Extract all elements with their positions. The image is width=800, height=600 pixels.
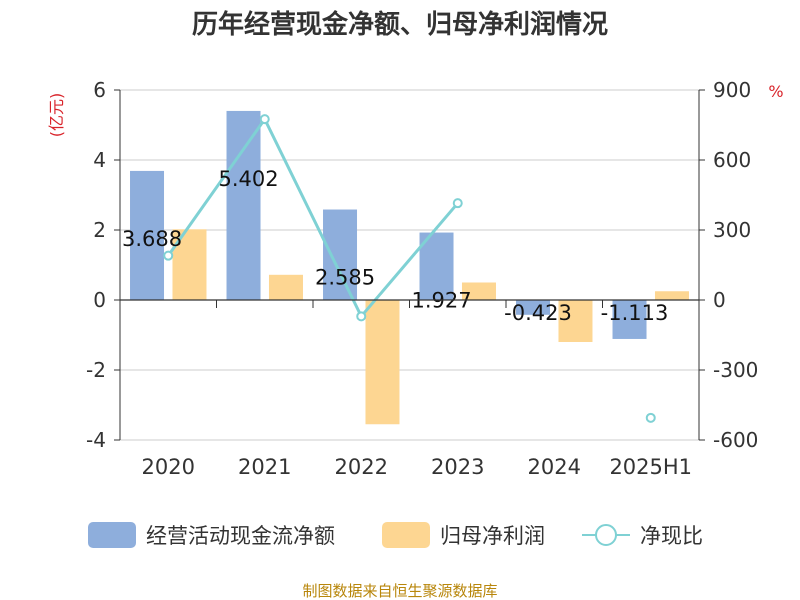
ratio-point[interactable]: [356, 311, 367, 322]
chart-title: 历年经营现金净额、归母净利润情况: [192, 9, 608, 40]
category-label: 2020: [142, 455, 195, 479]
bar-data-label: 2.585: [315, 266, 375, 290]
left-tick-label: 2: [93, 218, 106, 242]
right-tick-label: 300: [713, 218, 751, 242]
cashflow-bar[interactable]: [516, 300, 551, 315]
right-tick-label: 0: [713, 288, 726, 312]
right-tick-label: 600: [713, 148, 751, 172]
legend-ratio[interactable]: 净现比: [582, 524, 703, 548]
left-tick-label: 4: [93, 148, 106, 172]
ratio-point[interactable]: [452, 198, 463, 209]
category-label: 2023: [431, 455, 484, 479]
left-tick-label: -2: [86, 358, 106, 382]
axes: 6 900 4 600 2 300 0 0 -2 -300 -4 -600 2020 2021 2022 20…: [86, 78, 758, 479]
left-axis-unit: (亿元): [47, 93, 66, 138]
net-profit-bar[interactable]: [268, 274, 303, 300]
category-label: 2024: [528, 455, 581, 479]
net-profit-bar[interactable]: [654, 291, 689, 300]
category-label: 2021: [238, 455, 291, 479]
right-tick-label: -600: [713, 428, 758, 452]
cashflow-bar[interactable]: [419, 232, 454, 300]
cashflow-bar[interactable]: [130, 170, 165, 300]
left-tick-label: 6: [93, 78, 106, 102]
bar-data-label: 5.402: [218, 167, 278, 191]
right-tick-label: -300: [713, 358, 758, 382]
ratio-point[interactable]: [163, 250, 174, 261]
right-axis-unit: %: [768, 82, 783, 101]
net-profit-bar[interactable]: [558, 300, 593, 342]
cashflow-bar[interactable]: [612, 300, 647, 339]
ratio-line: [167, 116, 459, 320]
right-tick-label: 900: [713, 78, 751, 102]
legend-net-profit[interactable]: 归母净利润: [382, 522, 545, 548]
cashflow-bar[interactable]: [226, 110, 261, 301]
net-profit-bar[interactable]: [461, 282, 496, 301]
bar-data-label: 3.688: [122, 227, 182, 251]
legend-label: 经营活动现金流净额: [146, 524, 335, 548]
bars: [130, 110, 689, 425]
line-series: [163, 114, 656, 423]
bar-data-label: -1.113: [601, 301, 669, 325]
legend-swatch: [88, 522, 136, 548]
legend-swatch-marker: [595, 524, 617, 546]
legend-swatch: [382, 522, 430, 548]
bar-data-label: -0.423: [504, 301, 572, 325]
net-profit-bar[interactable]: [365, 300, 400, 425]
cashflow-bar[interactable]: [323, 209, 358, 300]
source-note: 制图数据来自恒生聚源数据库: [302, 582, 497, 600]
ratio-point[interactable]: [259, 114, 270, 125]
left-tick-label: -4: [86, 428, 106, 452]
grid: [120, 89, 699, 441]
legend[interactable]: 经营活动现金流净额 归母净利润 净现比: [88, 522, 703, 548]
legend-label: 归母净利润: [440, 524, 545, 548]
ratio-point[interactable]: [645, 412, 656, 423]
left-tick-label: 0: [93, 288, 106, 312]
category-label: 2022: [335, 455, 388, 479]
legend-cashflow[interactable]: 经营活动现金流净额: [88, 522, 335, 548]
category-label: 2025H1: [609, 455, 692, 479]
legend-label: 净现比: [640, 524, 703, 548]
